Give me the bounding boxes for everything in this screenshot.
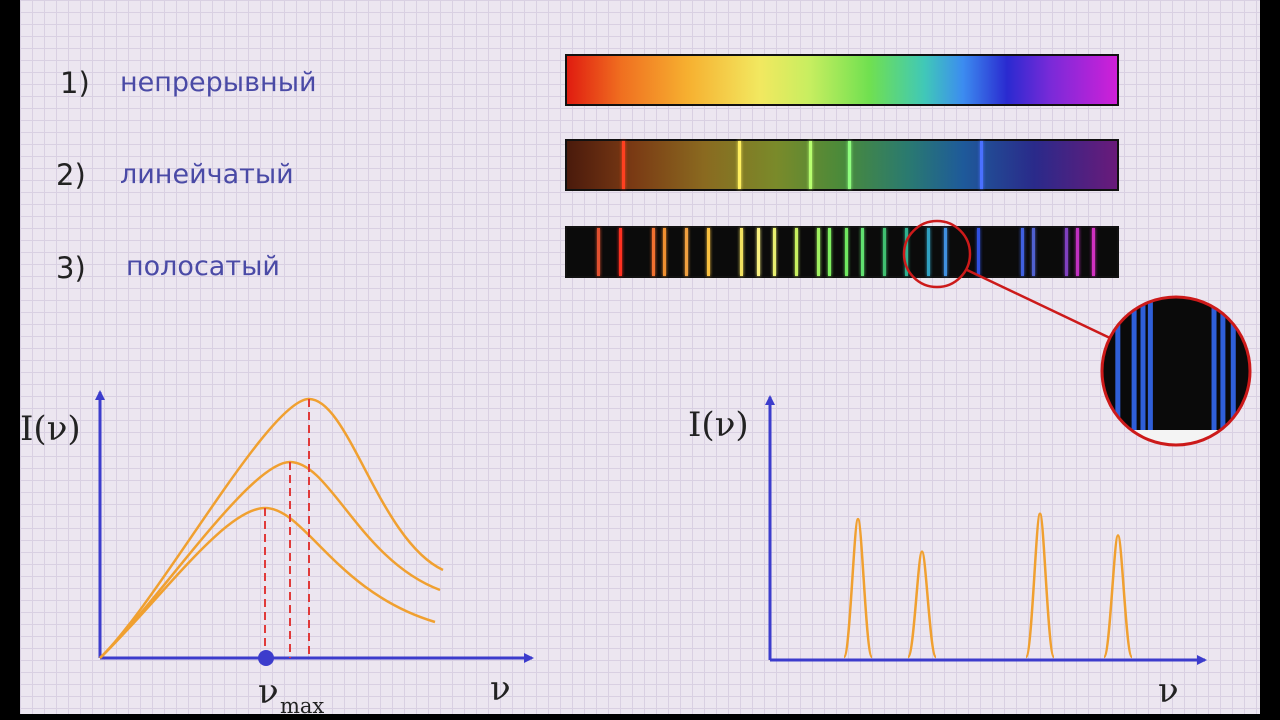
- band-spectrum-line-24: [1092, 228, 1096, 276]
- zoom-band-line-4: [1147, 300, 1153, 430]
- emission-peak-3: [1024, 512, 1056, 659]
- nu-max-marker: [258, 650, 274, 666]
- band-spectrum-line-21: [1031, 228, 1035, 276]
- diagram-svg: I(ν) ν ν max I(ν) ν: [20, 219, 1252, 714]
- band-spectrum-line-18: [943, 228, 947, 276]
- band-spectrum-line-11: [817, 228, 821, 276]
- band-spectrum-line-7: [740, 228, 744, 276]
- band-spectrum-line-15: [883, 228, 887, 276]
- radiation-curve-2: [99, 460, 441, 659]
- band-spectrum-line-9: [773, 228, 777, 276]
- band-spectrum-line-14: [861, 228, 865, 276]
- magnify-ring-large: [1100, 295, 1252, 447]
- left-xlabel: ν: [490, 669, 511, 709]
- line-intensity-chart: I(ν) ν: [688, 395, 1207, 711]
- row-number-3: 3): [56, 251, 86, 285]
- line-spectrum-line-3: [809, 141, 812, 189]
- band-spectrum-line-17: [927, 228, 931, 276]
- row-number-2: 2): [56, 158, 86, 192]
- zoom-band-line-1: [1115, 300, 1121, 430]
- row-number-1: 1): [60, 66, 90, 100]
- zoom-band-line-6: [1220, 300, 1226, 430]
- right-ylabel: I(ν): [688, 405, 749, 445]
- band-spectrum-bar: [565, 226, 1119, 278]
- band-spectrum-line-12: [828, 228, 832, 276]
- nu-max-symbol: ν: [258, 672, 279, 712]
- band-spectrum-line-22: [1064, 228, 1068, 276]
- zoom-band-line-2: [1131, 300, 1137, 430]
- row-label-line: линейчатый: [120, 159, 294, 190]
- band-spectrum-line-23: [1075, 228, 1079, 276]
- emission-peak-2: [906, 550, 938, 659]
- magnify-ring-small: [902, 219, 972, 289]
- line-spectrum-line-5: [979, 141, 983, 189]
- row-label-continuous: непрерывный: [120, 67, 317, 98]
- band-spectrum-line-6: [707, 228, 711, 276]
- row-label-band: полосатый: [126, 251, 280, 282]
- radiation-curve-1: [99, 506, 436, 659]
- nu-max-subscript: max: [280, 694, 324, 714]
- band-spectrum-line-8: [756, 228, 760, 276]
- band-spectrum-line-20: [1020, 228, 1024, 276]
- emission-peak-4: [1102, 534, 1134, 659]
- continuous-spectrum-bar: [565, 54, 1119, 106]
- right-xlabel: ν: [1158, 671, 1179, 711]
- line-spectrum-line-4: [847, 141, 851, 189]
- zoom-band-line-3: [1140, 300, 1146, 430]
- band-spectrum-line-13: [844, 228, 848, 276]
- radiation-curve-3: [99, 397, 444, 659]
- zoom-band-line-5: [1211, 300, 1217, 430]
- line-spectrum-line-1: [622, 141, 625, 189]
- band-spectrum-line-2: [619, 228, 623, 276]
- magnify-connector: [966, 268, 1111, 340]
- slide: 1) непрерывный 2) линейчатый 3) полосаты…: [20, 0, 1260, 714]
- line-spectrum-line-2: [737, 141, 741, 189]
- band-spectrum-line-16: [905, 228, 909, 276]
- band-spectrum-line-10: [795, 228, 799, 276]
- band-spectrum-line-19: [976, 228, 980, 276]
- band-spectrum-line-1: [597, 228, 601, 276]
- blackbody-chart: I(ν) ν ν max: [20, 390, 534, 714]
- line-spectrum-bar: [565, 139, 1119, 191]
- left-ylabel: I(ν): [20, 409, 81, 449]
- band-spectrum-line-4: [663, 228, 667, 276]
- zoom-band-line-7: [1230, 300, 1236, 430]
- band-spectrum-line-3: [652, 228, 656, 276]
- band-spectrum-line-5: [685, 228, 689, 276]
- emission-peak-1: [842, 517, 874, 659]
